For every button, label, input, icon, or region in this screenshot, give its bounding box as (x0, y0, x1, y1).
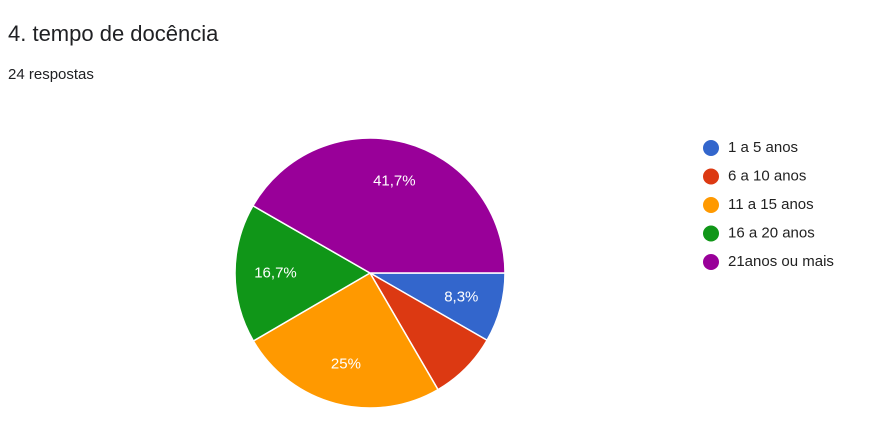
pie-slice (234, 204, 372, 343)
slice-label: 16,7% (254, 264, 297, 281)
legend-label: 21anos ou mais (728, 253, 834, 270)
slice-label: 8,3% (444, 288, 478, 305)
chart-subtitle: 24 respostas (8, 66, 94, 83)
legend-label: 6 a 10 anos (728, 167, 806, 184)
pie-slice (252, 271, 440, 409)
legend-marker (703, 225, 719, 242)
legend-label: 11 a 15 anos (728, 196, 814, 213)
slice-label: 25% (331, 355, 361, 372)
legend-marker (703, 254, 719, 270)
chart-title: 4. tempo de docência (8, 21, 219, 46)
legend-marker (703, 168, 719, 185)
pie-slice (251, 137, 506, 274)
legend-label: 1 a 5 anos (728, 139, 798, 156)
slice-label: 41,7% (373, 173, 416, 190)
legend-label: 16 a 20 anos (728, 224, 815, 241)
legend-marker (703, 140, 719, 156)
legend-marker (703, 197, 719, 213)
